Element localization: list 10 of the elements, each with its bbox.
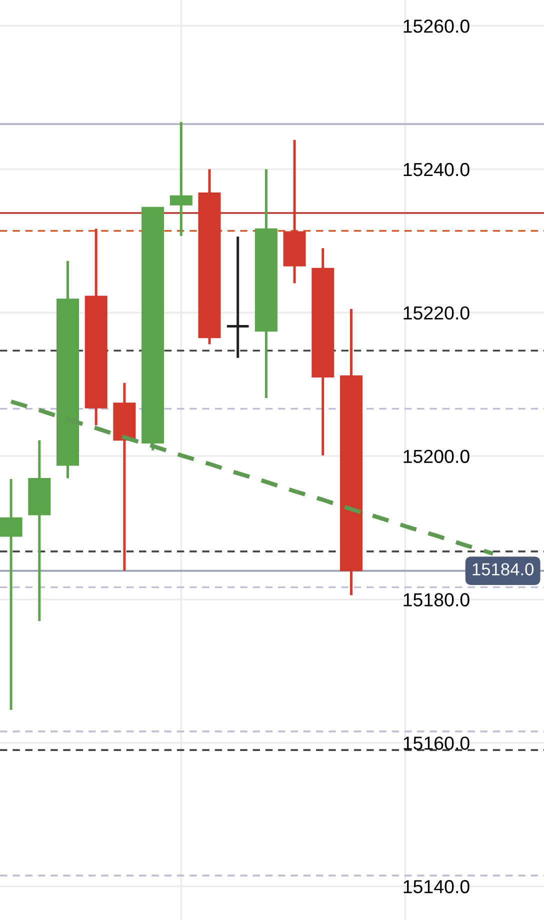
y-tick-label: 15140.0 — [404, 880, 470, 894]
y-tick-label: 15220.0 — [404, 306, 470, 320]
y-tick-label: 15160.0 — [404, 736, 470, 750]
y-tick-label: 15260.0 — [404, 20, 470, 33]
ref-line-label: 15184.0 — [472, 563, 534, 576]
candlestick — [170, 120, 192, 238]
y-tick-label: 15180.0 — [404, 593, 470, 606]
y-tick-label: 15240.0 — [404, 162, 470, 176]
candlestick — [0, 478, 22, 712]
y-tick-label: 15200.0 — [404, 450, 470, 464]
